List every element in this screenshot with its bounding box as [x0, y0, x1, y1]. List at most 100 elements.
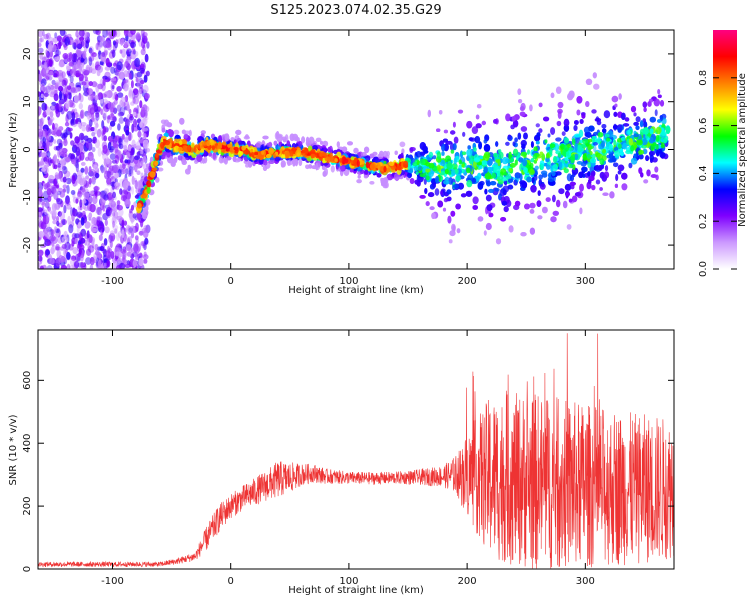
spectral-dot [540, 170, 548, 175]
noise-dot [85, 40, 89, 49]
noise-dot [41, 102, 47, 111]
noise-dot [116, 232, 120, 242]
spectral-dot [365, 155, 371, 162]
noise-dot [81, 199, 87, 204]
noise-dot [47, 132, 52, 141]
spectral-dot [455, 175, 461, 182]
spectral-dot [591, 170, 596, 177]
spectral-dot [550, 92, 555, 99]
spectral-dot [539, 183, 546, 190]
noise-dot [86, 141, 93, 151]
spectral-dot [399, 141, 406, 148]
noise-dot [131, 123, 135, 133]
spectral-dot [432, 182, 436, 189]
spectral-dot [495, 141, 499, 147]
spectral-dot [330, 165, 335, 173]
noise-dot [116, 104, 122, 112]
spectral-dot [173, 145, 180, 153]
spectral-dot [529, 104, 533, 112]
spectral-dot [657, 89, 661, 95]
spectral-dot [521, 143, 526, 150]
spectral-dot [508, 168, 513, 172]
spectral-dot [599, 187, 603, 191]
spectral-dot [475, 123, 482, 129]
spectral-dot [238, 150, 242, 158]
noise-dot [80, 110, 84, 119]
noise-dot [57, 211, 62, 217]
noise-dot [64, 199, 71, 206]
noise-dot [97, 223, 102, 231]
spectral-dot [486, 204, 493, 212]
noise-dot [85, 175, 90, 180]
spectral-dot [587, 162, 591, 169]
spectral-dot [527, 149, 530, 155]
noise-dot [113, 62, 117, 67]
noise-dot [50, 246, 55, 255]
spectral-dot [486, 180, 491, 187]
spectral-dot [576, 109, 581, 116]
spectral-dot [635, 116, 641, 123]
spectral-dot [512, 148, 519, 157]
noise-dot [47, 206, 52, 212]
noise-dot [139, 63, 145, 69]
noise-dot [134, 235, 139, 241]
noise-dot [144, 53, 149, 63]
spectral-dot [548, 148, 553, 155]
spectral-dot [436, 151, 442, 160]
noise-dot [64, 121, 70, 127]
spectral-dot [638, 167, 643, 175]
spectral-dot [407, 162, 411, 170]
spectral-dot [498, 193, 502, 201]
spectral-dot [566, 192, 570, 196]
noise-dot [71, 175, 76, 185]
spectral-dot [638, 149, 645, 155]
spectral-dot [579, 207, 583, 215]
noise-dot [58, 255, 64, 263]
spectral-dot [505, 113, 511, 122]
spectral-dot [537, 215, 543, 220]
noise-dot [123, 79, 127, 84]
noise-dot [95, 42, 99, 51]
noise-dot [58, 79, 64, 87]
noise-dot [38, 70, 41, 75]
noise-dot [106, 170, 112, 178]
spectral-dot [620, 152, 624, 157]
spectral-dot [151, 167, 158, 171]
noise-dot [112, 203, 118, 213]
noise-dot [92, 195, 98, 205]
spectral-dot [530, 141, 534, 148]
noise-dot [109, 230, 116, 236]
noise-dot [119, 49, 123, 54]
spectral-dot [622, 123, 630, 127]
noise-dot [78, 248, 82, 255]
spectral-dot [425, 201, 430, 207]
noise-dot [38, 210, 43, 218]
spectral-dot [514, 137, 518, 143]
spectral-dot [508, 225, 514, 233]
noise-dot [121, 229, 125, 239]
spectral-dot [536, 132, 541, 138]
noise-dot [112, 215, 117, 223]
noise-dot [57, 162, 62, 168]
spectral-dot [536, 200, 542, 208]
noise-dot [91, 176, 95, 183]
noise-dot [80, 57, 84, 63]
spectral-dot [628, 138, 634, 146]
spectral-dot [248, 161, 252, 168]
spectral-dot [301, 136, 306, 144]
noise-dot [48, 157, 52, 167]
spectral-dot [585, 78, 593, 86]
spectral-dot [407, 168, 414, 174]
noise-dot [122, 169, 126, 175]
spectral-dot [497, 159, 501, 167]
spectral-dot [604, 133, 610, 138]
spectral-dot [650, 174, 657, 178]
spectral-dot [647, 101, 652, 107]
spectral-dot [416, 160, 420, 166]
spectral-dot [441, 151, 445, 156]
noise-dot [143, 251, 147, 257]
noise-dot [87, 151, 94, 162]
noise-dot [53, 127, 59, 137]
spectral-dot [424, 188, 428, 194]
noise-dot [121, 48, 126, 58]
